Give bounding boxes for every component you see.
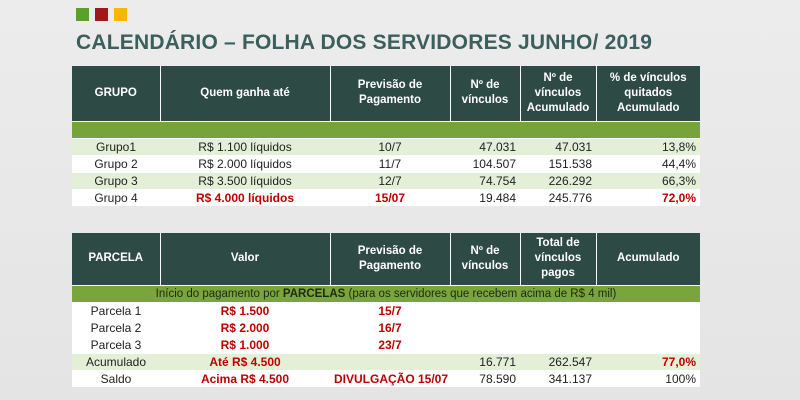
cell-acumulado: 100% bbox=[596, 369, 700, 387]
cell-percent: 44,4% bbox=[596, 154, 700, 172]
cell-acumulado bbox=[596, 335, 700, 353]
header-previsao: Previsão de Pagamento bbox=[330, 66, 451, 121]
table-row: Acumulado Até R$ 4.500 16.771 262.547 77… bbox=[72, 352, 700, 370]
cell-vinculos bbox=[450, 301, 520, 319]
cell-previsao: 15/07 bbox=[330, 188, 450, 206]
cell-previsao: 16/7 bbox=[330, 318, 450, 336]
cell-previsao: 15/7 bbox=[330, 301, 450, 319]
cell-total: 341.137 bbox=[520, 369, 596, 387]
info-text-after: (para os servidores que recebem acima de… bbox=[345, 287, 617, 300]
cell-vinculos: 104.507 bbox=[450, 154, 520, 172]
header-percent-quitados: % de vínculos quitados Acumulado bbox=[596, 66, 700, 121]
cell-vinculos: 16.771 bbox=[450, 352, 520, 370]
separator-band bbox=[72, 120, 700, 138]
header-quem-ganha: Quem ganha até bbox=[160, 66, 331, 121]
red-square bbox=[95, 8, 108, 21]
cell-previsao: DIVULGAÇÃO 15/07 bbox=[330, 369, 450, 387]
info-banner: Início do pagamento por PARCELAS (para o… bbox=[72, 284, 700, 302]
cell-previsao: 10/7 bbox=[330, 137, 450, 155]
header-grupo: GRUPO bbox=[72, 66, 161, 121]
cell-total bbox=[520, 301, 596, 319]
cell-grupo: Grupo1 bbox=[72, 137, 160, 155]
cell-parcela: Parcela 2 bbox=[72, 318, 160, 336]
cell-quem-ganha: R$ 4.000 líquidos bbox=[160, 188, 330, 206]
cell-previsao: 11/7 bbox=[330, 154, 450, 172]
info-text-before: Início do pagamento por bbox=[155, 287, 283, 300]
cell-valor: R$ 1.000 bbox=[160, 335, 330, 353]
cell-parcela: Acumulado bbox=[72, 352, 160, 370]
header-vinculos: Nº de vínculos bbox=[450, 233, 521, 285]
cell-valor: R$ 2.000 bbox=[160, 318, 330, 336]
cell-percent: 13,8% bbox=[596, 137, 700, 155]
cell-vinculos: 78.590 bbox=[450, 369, 520, 387]
table-row: Grupo 2 R$ 2.000 líquidos 11/7 104.507 1… bbox=[72, 154, 700, 172]
info-text-bold: PARCELAS bbox=[282, 287, 346, 300]
table-row: Parcela 3 R$ 1.000 23/7 bbox=[72, 335, 700, 353]
installments-table: PARCELA Valor Previsão de Pagamento Nº d… bbox=[72, 233, 700, 387]
cell-parcela: Saldo bbox=[72, 369, 160, 387]
cell-acumulado: 47.031 bbox=[520, 137, 596, 155]
groups-table: GRUPO Quem ganha até Previsão de Pagamen… bbox=[72, 66, 700, 206]
cell-total bbox=[520, 318, 596, 336]
info-banner-row: Início do pagamento por PARCELAS (para o… bbox=[72, 284, 700, 302]
table-row: Grupo1 R$ 1.100 líquidos 10/7 47.031 47.… bbox=[72, 137, 700, 155]
cell-vinculos bbox=[450, 335, 520, 353]
cell-grupo: Grupo 3 bbox=[72, 171, 160, 189]
cell-valor: Acima R$ 4.500 bbox=[160, 369, 330, 387]
cell-valor: Até R$ 4.500 bbox=[160, 352, 330, 370]
cell-acumulado bbox=[596, 318, 700, 336]
cell-acumulado bbox=[596, 301, 700, 319]
cell-quem-ganha: R$ 2.000 líquidos bbox=[160, 154, 330, 172]
cell-previsao: 23/7 bbox=[330, 335, 450, 353]
cell-parcela: Parcela 1 bbox=[72, 301, 160, 319]
cell-total bbox=[520, 335, 596, 353]
table-row: Grupo 3 R$ 3.500 líquidos 12/7 74.754 22… bbox=[72, 171, 700, 189]
cell-acumulado: 77,0% bbox=[596, 352, 700, 370]
table-header-row: PARCELA Valor Previsão de Pagamento Nº d… bbox=[72, 233, 700, 285]
cell-percent: 66,3% bbox=[596, 171, 700, 189]
cell-grupo: Grupo 4 bbox=[72, 188, 160, 206]
table-row: Parcela 2 R$ 2.000 16/7 bbox=[72, 318, 700, 336]
cell-vinculos bbox=[450, 318, 520, 336]
cell-vinculos: 74.754 bbox=[450, 171, 520, 189]
header-vinculos: Nº de vínculos bbox=[450, 66, 521, 121]
header-valor: Valor bbox=[160, 233, 331, 285]
header-acumulado: Acumulado bbox=[596, 233, 700, 285]
logo-squares bbox=[76, 8, 127, 21]
cell-total: 262.547 bbox=[520, 352, 596, 370]
green-square bbox=[76, 8, 89, 21]
cell-acumulado: 245.776 bbox=[520, 188, 596, 206]
cell-acumulado: 151.538 bbox=[520, 154, 596, 172]
yellow-square bbox=[114, 8, 127, 21]
cell-previsao: 12/7 bbox=[330, 171, 450, 189]
table-row: Grupo 4 R$ 4.000 líquidos 15/07 19.484 2… bbox=[72, 188, 700, 206]
table-row: Parcela 1 R$ 1.500 15/7 bbox=[72, 301, 700, 319]
cell-quem-ganha: R$ 1.100 líquidos bbox=[160, 137, 330, 155]
cell-valor: R$ 1.500 bbox=[160, 301, 330, 319]
cell-vinculos: 47.031 bbox=[450, 137, 520, 155]
cell-parcela: Parcela 3 bbox=[72, 335, 160, 353]
table-header-row: GRUPO Quem ganha até Previsão de Pagamen… bbox=[72, 66, 700, 121]
header-vinculos-acumulado: Nº de vínculos Acumulado bbox=[520, 66, 597, 121]
cell-previsao bbox=[330, 352, 450, 370]
cell-quem-ganha: R$ 3.500 líquidos bbox=[160, 171, 330, 189]
cell-vinculos: 19.484 bbox=[450, 188, 520, 206]
header-previsao: Previsão de Pagamento bbox=[330, 233, 451, 285]
cell-acumulado: 226.292 bbox=[520, 171, 596, 189]
header-parcela: PARCELA bbox=[72, 233, 161, 285]
table-row: Saldo Acima R$ 4.500 DIVULGAÇÃO 15/07 78… bbox=[72, 369, 700, 387]
cell-percent: 72,0% bbox=[596, 188, 700, 206]
header-total-pagos: Total de vínculos pagos bbox=[520, 233, 597, 285]
cell-grupo: Grupo 2 bbox=[72, 154, 160, 172]
page-title: CALENDÁRIO – FOLHA DOS SERVIDORES JUNHO/… bbox=[76, 31, 653, 54]
